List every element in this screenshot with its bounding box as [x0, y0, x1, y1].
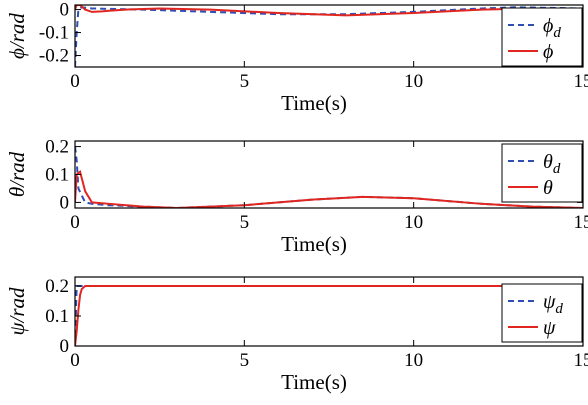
legend-label: ϕ [543, 41, 553, 63]
y-tick-label: 0.2 [45, 137, 69, 158]
y-tick-label: -0.2 [39, 46, 69, 67]
x-axis-label: Time(s) [281, 232, 347, 256]
x-tick-label: 10 [404, 71, 423, 92]
legend-label: θ [543, 177, 553, 199]
x-tick-label: 5 [240, 350, 250, 371]
series-actual-line [75, 5, 583, 17]
x-tick-label: 5 [240, 71, 250, 92]
panel-3: 0 5 10 15 0 0.1 0.2 Time(s) ψ/rad ψdψ [5, 276, 588, 394]
y-axis-label: ϕ/rad [5, 13, 29, 59]
x-tick-label: 5 [240, 212, 250, 233]
x-tick-label: 10 [404, 350, 423, 371]
y-tick-label: 0.2 [45, 276, 69, 297]
x-tick-label: 10 [404, 212, 423, 233]
legend-label: ψ [543, 317, 556, 339]
y-axis-label: ψ/rad [5, 287, 29, 336]
legend-box [501, 7, 583, 67]
x-tick-label: 15 [574, 212, 588, 233]
y-axis-label: θ/rad [5, 151, 29, 197]
legend-box [501, 143, 583, 203]
x-tick-label: 15 [574, 71, 588, 92]
x-axis-label: Time(s) [281, 91, 347, 115]
y-tick-label: 0 [60, 0, 70, 21]
series-desired-line [75, 6, 583, 67]
panel-2: 0 5 10 15 0 0.1 0.2 Time(s) θ/rad θdθ [5, 137, 588, 256]
x-axis-label: Time(s) [281, 370, 347, 394]
y-tick-label: 0 [60, 336, 70, 357]
legend-label: θd [543, 151, 561, 177]
x-tick-label: 0 [70, 350, 80, 371]
y-tick-label: 0 [60, 192, 70, 213]
x-tick-label: 15 [574, 350, 588, 371]
x-tick-label: 0 [70, 71, 80, 92]
legend-label: ϕd [543, 15, 561, 41]
y-tick-label: -0.1 [39, 23, 69, 44]
y-tick-label: 0.1 [45, 165, 69, 186]
axes-frame [74, 276, 584, 347]
series-actual-line [75, 285, 583, 346]
legend-label: ψd [543, 291, 563, 317]
y-tick-label: 0.1 [45, 306, 69, 327]
legend: θdθ [501, 143, 583, 203]
legend: ϕdϕ [501, 7, 583, 67]
legend-box [501, 283, 583, 343]
legend: ψdψ [501, 283, 583, 343]
x-tick-label: 0 [70, 212, 80, 233]
axes-frame [74, 4, 584, 68]
series-actual-line [75, 169, 583, 208]
